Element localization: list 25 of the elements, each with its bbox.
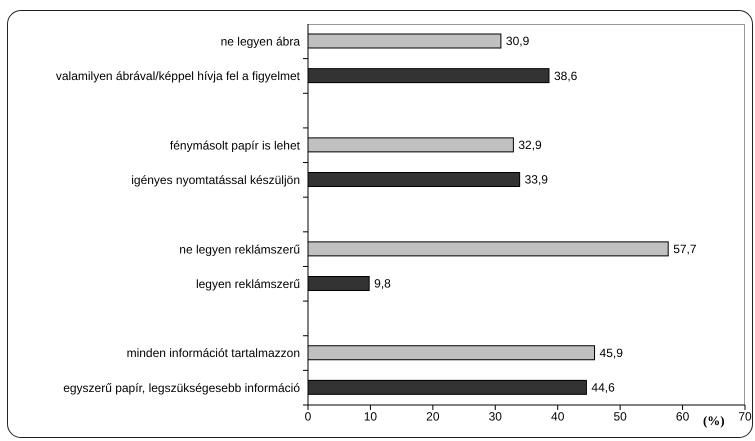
y-tick-label: egyszerű papír, legszükségesebb információ <box>63 380 300 395</box>
data-label: 57,7 <box>673 242 697 256</box>
x-axis-title: (%) <box>702 413 725 428</box>
x-tick-label: 60 <box>676 410 690 424</box>
y-tick-label: ne legyen ábra <box>220 34 300 49</box>
data-label: 45,9 <box>600 346 624 360</box>
x-tick-label: 30 <box>488 410 502 424</box>
data-label: 32,9 <box>518 138 542 152</box>
y-tick-label: fénymásolt papír is lehet <box>170 138 301 152</box>
data-label: 44,6 <box>591 380 616 395</box>
x-tick-label: 20 <box>426 410 440 424</box>
data-label: 9,8 <box>374 276 392 291</box>
y-tick-label: minden információt tartalmazzon <box>126 346 300 360</box>
x-tick-label: 0 <box>304 410 312 424</box>
y-tick-label: legyen reklámszerű <box>196 276 300 291</box>
x-tick-label: 10 <box>364 410 378 424</box>
x-tick-label: 70 <box>738 410 752 424</box>
data-label: 38,6 <box>554 68 578 83</box>
y-tick-label: ne legyen reklámszerű <box>179 242 300 256</box>
y-tick-label: igényes nyomtatással készüljön <box>131 173 300 188</box>
x-tick-label: 40 <box>551 410 565 424</box>
data-label: 33,9 <box>524 172 548 187</box>
y-tick-label: valamilyen ábrával/képpel hívja fel a figyelmet <box>56 69 301 84</box>
x-tick-label: 50 <box>613 410 628 424</box>
data-label: 30,9 <box>506 34 530 48</box>
